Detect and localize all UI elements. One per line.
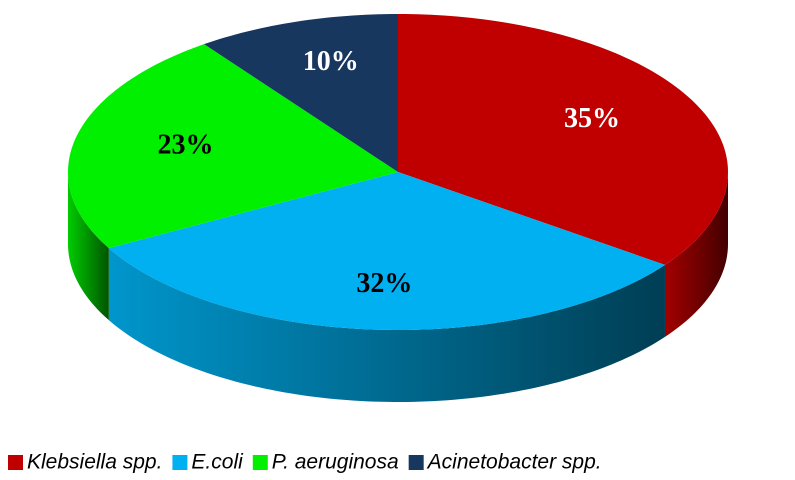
pie-sides — [68, 172, 728, 402]
pie-slice — [68, 44, 399, 249]
value-label: 23% — [157, 130, 213, 161]
pie-side — [108, 248, 665, 402]
legend-label: Acinetobacter spp. — [426, 451, 602, 474]
value-labels: 35% 32% 23% 10% — [157, 46, 620, 299]
pie-side — [664, 172, 728, 337]
pie-slice — [398, 14, 728, 265]
pie-side — [68, 172, 109, 321]
value-label: 35% — [564, 103, 620, 134]
legend-swatch — [8, 455, 23, 470]
pie-slice — [204, 14, 398, 172]
legend-label: Klebsiella spp. — [27, 451, 162, 474]
legend-swatch — [252, 455, 268, 470]
legend-swatch — [408, 455, 424, 470]
pie-slice — [108, 172, 665, 330]
value-label: 10% — [303, 46, 359, 77]
legend-label: E.coli — [191, 451, 244, 474]
legend-swatch — [172, 455, 188, 470]
legend-label: P. aeruginosa — [272, 451, 399, 474]
legend: Klebsiella spp. E.coli P. aeruginosa Acinet… — [8, 451, 602, 474]
pie-tops — [68, 14, 728, 330]
value-label: 32% — [356, 268, 412, 299]
